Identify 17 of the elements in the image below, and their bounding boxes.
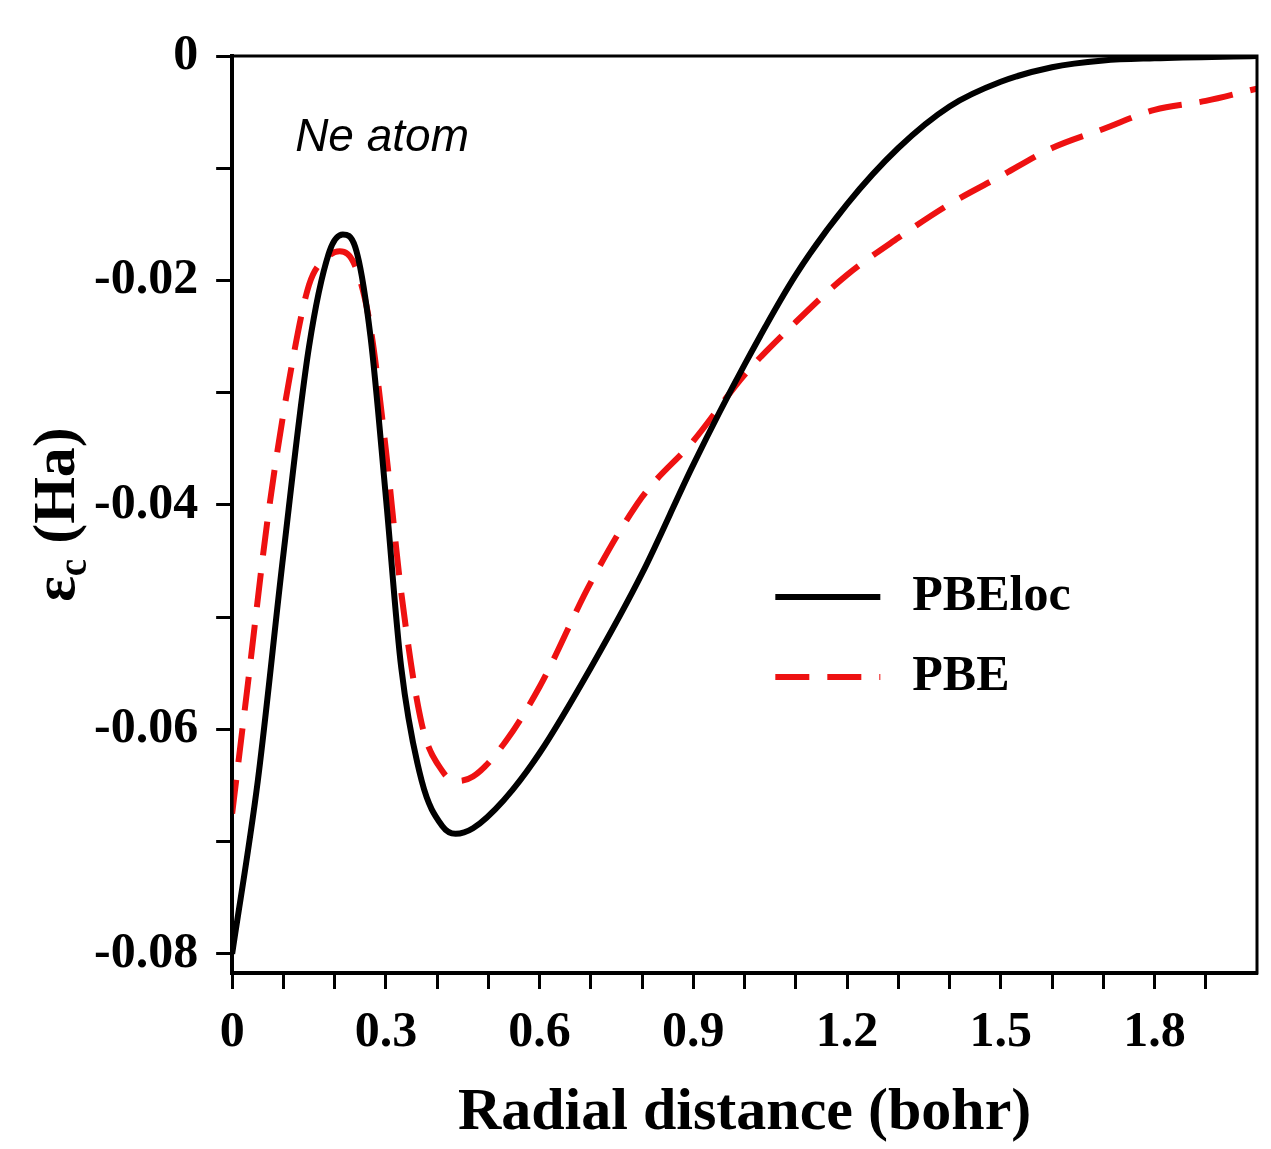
y-tick-label: -0.06	[93, 697, 199, 754]
x-tick-label: 1.8	[1123, 1000, 1186, 1057]
x-tick-label: 0	[219, 1000, 245, 1057]
legend-label: PBEloc	[912, 564, 1071, 621]
y-axis-title: εc (Ha)	[20, 427, 95, 602]
y-tick-label: -0.04	[93, 472, 199, 529]
x-tick-label: 0.3	[354, 1000, 418, 1057]
annotation: Ne atom	[295, 108, 470, 161]
y-tick-label: 0	[173, 23, 199, 80]
legend-label: PBE	[912, 644, 1010, 701]
x-tick-label: 1.5	[969, 1000, 1033, 1057]
x-tick-label: 0.9	[662, 1000, 725, 1057]
y-tick-label: -0.08	[93, 921, 199, 978]
x-axis-title: Radial distance (bohr)	[457, 1075, 1032, 1142]
y-tick-label: -0.02	[93, 248, 199, 305]
x-tick-label: 0.6	[508, 1000, 571, 1057]
x-tick-label: 1.2	[815, 1000, 879, 1057]
